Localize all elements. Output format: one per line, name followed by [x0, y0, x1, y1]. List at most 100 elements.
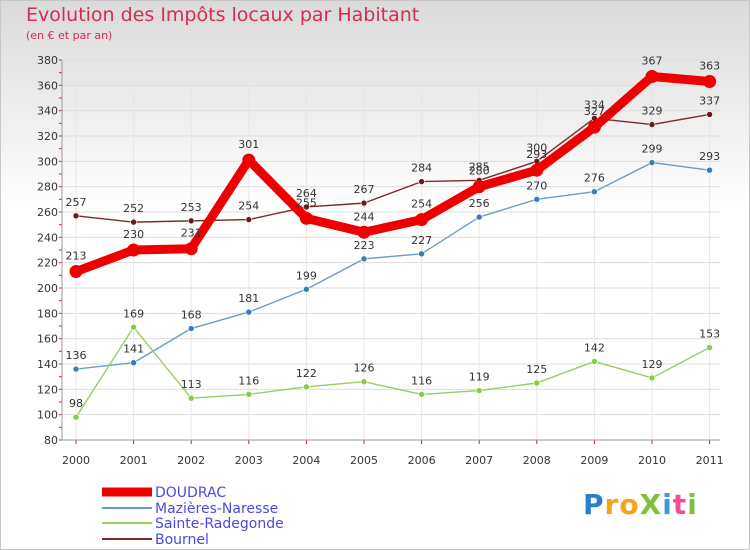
data-point	[360, 199, 368, 207]
data-label: 125	[526, 363, 547, 376]
data-point	[587, 120, 601, 134]
data-point	[303, 203, 310, 211]
data-label: 153	[699, 328, 720, 341]
y-tick-label: 200	[37, 282, 58, 295]
data-point	[130, 218, 137, 226]
data-label: 116	[411, 374, 432, 387]
data-point	[475, 213, 483, 221]
data-label: 230	[123, 228, 144, 241]
x-tick-label: 2000	[62, 454, 90, 467]
logo-letter: P	[583, 488, 605, 521]
series-line-0	[71, 71, 715, 277]
data-point	[706, 166, 713, 174]
data-point	[303, 285, 310, 293]
y-tick-label: 120	[37, 383, 58, 396]
legend-label: Sainte-Radegonde	[155, 516, 284, 532]
data-label: 367	[642, 54, 663, 67]
data-label: 293	[526, 148, 547, 161]
data-label: 169	[123, 307, 144, 320]
x-tick-label: 2008	[523, 454, 551, 467]
data-point	[706, 344, 713, 351]
data-point	[69, 265, 83, 279]
data-label: 280	[469, 165, 490, 178]
x-tick-label: 2001	[120, 454, 148, 467]
legend-label: Mazières-Naresse	[155, 501, 278, 517]
y-tick-label: 240	[37, 231, 58, 244]
data-point	[303, 383, 310, 391]
data-label: 276	[584, 172, 605, 185]
data-label: 119	[469, 371, 490, 384]
data-point	[242, 153, 256, 167]
data-label: 199	[296, 269, 317, 282]
data-label: 337	[699, 94, 720, 107]
data-label: 98	[69, 397, 83, 410]
data-point	[591, 188, 598, 196]
legend-label: Bournel	[155, 532, 209, 548]
data-point	[184, 242, 198, 256]
logo-letter: i	[662, 488, 673, 521]
data-point	[245, 216, 253, 223]
x-tick-label: 2002	[177, 454, 205, 467]
y-tick-label: 80	[44, 434, 58, 447]
data-label: 293	[699, 150, 720, 163]
data-point	[187, 394, 195, 402]
data-point	[648, 121, 656, 128]
data-point	[72, 413, 80, 421]
y-tick-label: 280	[37, 181, 58, 194]
data-label: 300	[526, 141, 547, 154]
data-label: 255	[296, 196, 317, 209]
data-label: 244	[354, 210, 375, 223]
data-point	[299, 211, 313, 225]
x-tick-label: 2006	[408, 454, 436, 467]
legend-label: DOUDRAC	[155, 485, 226, 501]
data-label: 270	[526, 179, 547, 192]
data-point	[533, 196, 541, 203]
data-point	[360, 378, 368, 386]
data-label: 181	[238, 292, 259, 305]
data-point	[245, 308, 253, 316]
y-tick-label: 300	[37, 155, 58, 168]
x-tick-label: 2007	[465, 454, 493, 467]
data-label: 256	[469, 197, 490, 210]
data-label: 136	[66, 349, 87, 362]
logo-letter: t	[672, 488, 688, 521]
y-tick-label: 180	[37, 307, 58, 320]
data-label: 168	[181, 309, 202, 322]
x-tick-label: 2010	[638, 454, 666, 467]
x-tick-label: 2005	[350, 454, 378, 467]
x-tick-label: 2011	[696, 454, 724, 467]
x-tick-label: 2004	[292, 454, 320, 467]
data-point	[645, 69, 659, 83]
data-point	[72, 212, 80, 220]
data-label: 334	[584, 98, 605, 111]
data-point	[648, 374, 656, 382]
data-label: 223	[354, 239, 375, 252]
data-point	[418, 391, 425, 398]
data-label: 126	[354, 362, 375, 375]
data-point	[72, 365, 80, 373]
chart-title: Evolution des Impôts locaux par Habitant	[26, 4, 420, 26]
chart-subtitle: (en € et par an)	[26, 29, 113, 42]
data-point	[127, 243, 141, 257]
data-point	[533, 379, 541, 387]
axes: 80 100 120 140 160 180 200 220 240 260 280 300 320 34…	[37, 54, 724, 467]
data-label: 284	[411, 162, 432, 175]
data-label: 116	[238, 374, 259, 387]
data-label: 329	[642, 105, 663, 118]
data-point	[360, 255, 368, 263]
data-point	[703, 75, 717, 89]
y-tick-label: 260	[37, 206, 58, 219]
data-label: 257	[66, 196, 87, 209]
data-label: 285	[469, 160, 490, 173]
logo-letter: r	[604, 488, 620, 521]
legend: DOUDRACMazières-NaresseSainte-RadegondeB…	[102, 485, 284, 548]
data-point	[418, 178, 425, 185]
data-point	[130, 359, 137, 367]
data-label: 253	[181, 201, 202, 214]
data-point	[475, 387, 483, 394]
series-line-1	[75, 161, 711, 370]
data-label: 264	[296, 187, 317, 200]
y-tick-label: 360	[37, 79, 58, 92]
series-line-2	[75, 326, 711, 418]
